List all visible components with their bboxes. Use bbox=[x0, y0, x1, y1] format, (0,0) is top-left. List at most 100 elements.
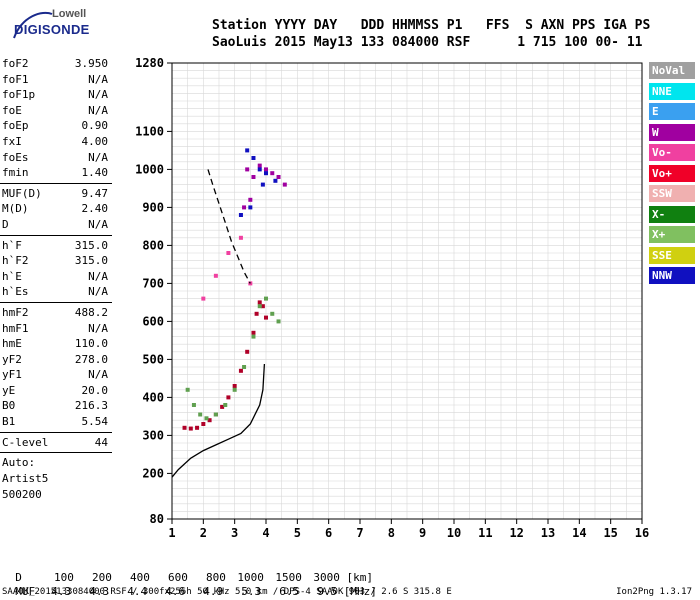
data-point-vo bbox=[213, 273, 218, 278]
data-point-vo bbox=[248, 281, 253, 286]
auto-line: Artist5 bbox=[2, 472, 49, 486]
data-point-vo bbox=[251, 330, 256, 335]
data-point-x bbox=[198, 412, 203, 417]
param-value: N/A bbox=[88, 88, 108, 102]
muf-value: 4.4 bbox=[127, 585, 148, 598]
plot-frame bbox=[171, 62, 643, 520]
param-row: hmF1 N/A bbox=[0, 321, 112, 337]
x-tick-label: 4 bbox=[262, 526, 269, 540]
muf-value: 5.3 bbox=[241, 585, 262, 598]
param-value: 2.40 bbox=[81, 202, 109, 216]
legend-item: Vo- bbox=[649, 144, 695, 161]
param-row: M(D) 2.40 bbox=[0, 201, 112, 217]
param-label: fxI bbox=[2, 134, 22, 148]
data-point-x bbox=[232, 387, 237, 392]
data-point-vo bbox=[232, 384, 237, 388]
data-point-vo bbox=[238, 235, 243, 240]
param-label: yE bbox=[2, 383, 16, 397]
version-label: Ion2Png 1.3.17 bbox=[616, 587, 692, 597]
param-label: B1 bbox=[2, 415, 16, 429]
legend-item: Vo+ bbox=[649, 164, 695, 182]
y-tick-label: 1000 bbox=[135, 162, 164, 176]
x-tick-label: 1 bbox=[168, 526, 175, 540]
muf-value: 4.9 bbox=[203, 585, 224, 598]
x-tick-label: 8 bbox=[388, 526, 395, 540]
y-tick-label: 500 bbox=[142, 352, 164, 366]
data-point-nnw bbox=[273, 178, 278, 183]
param-row: MUF(D) 9.47 bbox=[0, 186, 112, 202]
scaled-parameters-panel: foF2 3.950 foF1 N/A foF1p N/A foE N/A foEp 0.90 fx… bbox=[0, 56, 112, 503]
param-label: MUF(D) bbox=[2, 186, 42, 200]
x-tick-label: 7 bbox=[356, 526, 363, 540]
data-point-vo bbox=[195, 425, 200, 430]
legend-item: NNE bbox=[649, 82, 695, 100]
param-row: C-level 44 bbox=[0, 435, 112, 451]
muf-dashed-line bbox=[207, 169, 251, 284]
data-point-x bbox=[223, 403, 228, 407]
muf-value: 9.5 bbox=[317, 585, 338, 598]
data-point-nnw bbox=[251, 156, 256, 160]
legend-item: W bbox=[649, 123, 695, 141]
param-row: fmin 1.40 bbox=[0, 165, 112, 181]
data-point-x bbox=[257, 304, 262, 309]
param-row: fxI 4.00 bbox=[0, 134, 112, 150]
file-info: SAA0K_2015133084000.RSF / 300fx256h 50 k… bbox=[2, 587, 452, 597]
x-tick-label: 13 bbox=[541, 526, 555, 540]
y-tick-label: 600 bbox=[142, 314, 164, 328]
param-value: 1.40 bbox=[81, 166, 109, 180]
data-point-w bbox=[264, 167, 268, 172]
d-value: 1500 bbox=[275, 571, 302, 584]
muf-row: MUF 4.3 4.3 4.4 4.6 4.9 5.3 6.5 9.5 [MHz] bbox=[2, 572, 377, 598]
data-point-x bbox=[276, 319, 281, 324]
param-row: yF1 N/A bbox=[0, 367, 112, 383]
data-point-x bbox=[264, 296, 268, 301]
param-label: yF2 bbox=[2, 352, 22, 366]
x-tick-label: 10 bbox=[447, 526, 461, 540]
param-label: foEp bbox=[2, 119, 29, 133]
muf-value: 4.3 bbox=[89, 585, 110, 598]
d-value: 100 bbox=[54, 571, 74, 584]
param-label: D bbox=[2, 217, 9, 231]
legend-item: NoVal bbox=[649, 62, 695, 79]
param-label: hmE bbox=[2, 337, 22, 351]
param-label: foF2 bbox=[2, 57, 29, 70]
param-label: foF1 bbox=[2, 72, 29, 86]
d-value: 800 bbox=[206, 571, 226, 584]
param-row: h`Es N/A bbox=[0, 284, 112, 300]
autoscaling-info: Auto: Artist5 500200 bbox=[0, 455, 112, 503]
legend-item: NNW bbox=[649, 267, 695, 284]
distance-label: D bbox=[15, 571, 22, 584]
y-tick-label: 700 bbox=[142, 276, 164, 290]
d-value: 200 bbox=[92, 571, 112, 584]
muf-value: 6.5 bbox=[279, 585, 300, 598]
distance-row: D 100 200 400 600 800 1000 1500 3000 [km] bbox=[2, 558, 373, 584]
param-row: B0 216.3 bbox=[0, 398, 112, 414]
x-tick-label: 9 bbox=[419, 526, 426, 540]
param-row: yF2 278.0 bbox=[0, 352, 112, 368]
x-tick-label: 12 bbox=[509, 526, 523, 540]
y-tick-label: 1280 bbox=[135, 56, 164, 70]
param-label: M(D) bbox=[2, 202, 29, 216]
param-row: h`F 315.0 bbox=[0, 238, 112, 254]
data-point-w bbox=[248, 197, 253, 202]
param-label: C-level bbox=[2, 435, 49, 449]
data-point-vo bbox=[238, 368, 243, 373]
data-point-x bbox=[242, 365, 247, 369]
param-row: hmE 110.0 bbox=[0, 336, 112, 352]
x-tick-label: 3 bbox=[231, 526, 238, 540]
d-value: 3000 bbox=[313, 571, 340, 584]
data-point-w bbox=[270, 171, 275, 176]
param-label: yF1 bbox=[2, 368, 22, 382]
param-value: 44 bbox=[94, 435, 108, 449]
param-value: 216.3 bbox=[74, 399, 108, 413]
data-point-x bbox=[191, 403, 196, 407]
param-value: N/A bbox=[88, 103, 108, 117]
param-value: 0.90 bbox=[81, 119, 109, 133]
d-value: 600 bbox=[168, 571, 188, 584]
y-tick-label: 800 bbox=[142, 238, 164, 252]
param-value: N/A bbox=[88, 285, 108, 299]
data-point-nnw bbox=[245, 148, 250, 153]
data-point-vo bbox=[254, 311, 259, 316]
param-label: foEs bbox=[2, 150, 29, 164]
